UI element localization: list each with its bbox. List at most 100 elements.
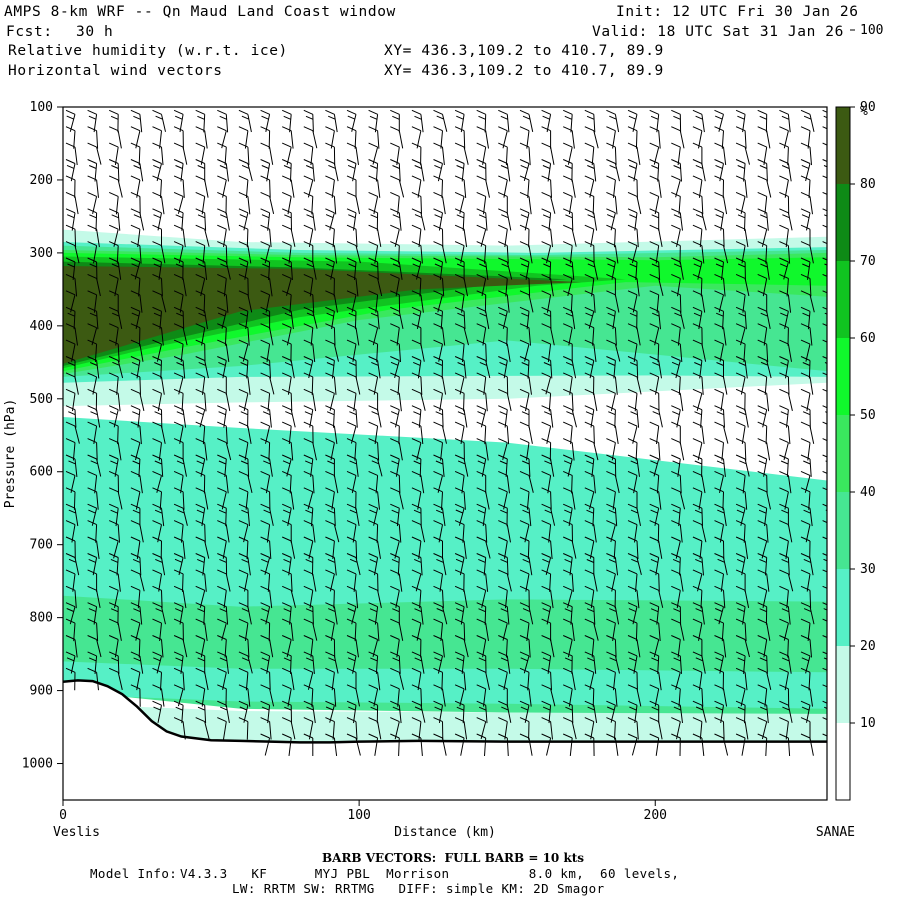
wind-barb — [433, 306, 443, 330]
wind-barb — [173, 290, 184, 313]
wind-barb — [195, 651, 206, 674]
wind-barb — [303, 109, 314, 133]
wind-barb — [87, 405, 101, 428]
wind-barb — [173, 569, 184, 592]
wind-barb — [519, 126, 530, 149]
wind-barb — [498, 520, 511, 543]
wind-barb — [498, 651, 511, 674]
wind-barb — [130, 323, 141, 346]
wind-barb — [87, 470, 98, 494]
wind-barb — [346, 224, 358, 248]
wind-barb — [757, 372, 768, 395]
wind-barb — [519, 585, 530, 609]
wind-barb — [822, 569, 827, 573]
wind-barb — [649, 126, 661, 149]
wind-barb — [476, 306, 490, 330]
wind-barb — [649, 273, 664, 297]
wind-barb — [562, 241, 573, 264]
wind-barb — [65, 273, 78, 297]
wind-barb — [217, 339, 230, 362]
wind-barb — [195, 208, 207, 231]
wind-barb — [260, 487, 271, 510]
wind-barb — [238, 290, 253, 313]
wind-barb — [411, 241, 423, 264]
wind-barb — [476, 700, 488, 724]
wind-barb — [87, 388, 98, 412]
wind-barb — [217, 372, 227, 395]
wind-barb — [65, 438, 76, 461]
wind-barb — [325, 733, 338, 756]
wind-barb — [627, 635, 641, 658]
wind-barb — [238, 191, 251, 215]
wind-barb — [217, 520, 230, 543]
wind-barb — [649, 175, 662, 198]
colorbar-segment — [836, 107, 850, 184]
wind-barb — [87, 175, 99, 198]
wind-barb — [519, 323, 531, 346]
wind-barb — [498, 536, 508, 559]
wind-barb — [562, 175, 576, 198]
wind-barb — [584, 684, 595, 707]
wind-barb — [649, 356, 662, 379]
wind-barb — [714, 356, 724, 379]
wind-barb — [260, 339, 271, 362]
wind-barb — [390, 618, 404, 641]
y-tick-label: 600 — [30, 465, 53, 480]
wind-barb — [606, 339, 621, 362]
wind-barb — [649, 536, 663, 559]
wind-barb — [692, 241, 705, 264]
wind-barb — [260, 733, 271, 756]
wind-barb — [281, 175, 295, 198]
wind-barb — [671, 700, 683, 724]
wind-barb — [87, 208, 98, 231]
wind-barb — [152, 536, 162, 560]
wind-barb — [173, 159, 184, 182]
wind-barb — [108, 109, 119, 133]
wind-barb — [65, 618, 76, 642]
wind-barb — [498, 717, 508, 740]
wind-barb — [411, 323, 422, 346]
wind-barb — [152, 372, 165, 395]
wind-barb — [368, 717, 382, 740]
wind-barb — [173, 142, 188, 165]
wind-barb — [411, 667, 422, 691]
wind-barb — [152, 241, 166, 264]
wind-barb — [411, 109, 424, 133]
wind-barb — [757, 569, 770, 592]
wind-barb — [649, 208, 660, 231]
wind-barb — [454, 536, 467, 559]
wind-barb — [173, 470, 184, 494]
wind-barb — [217, 191, 227, 215]
wind-barb — [476, 421, 487, 445]
wind-barb — [757, 487, 771, 510]
wind-barb — [779, 142, 789, 166]
wind-barb — [87, 421, 98, 444]
wind-barb — [238, 717, 249, 740]
wind-barb — [87, 224, 100, 248]
wind-barb — [433, 257, 443, 280]
wind-barb — [195, 536, 210, 559]
wind-barb — [260, 208, 271, 231]
wind-barb — [238, 421, 252, 444]
wind-barb — [649, 306, 661, 330]
wind-barb — [325, 520, 340, 543]
wind-barb — [800, 618, 811, 642]
wind-barb — [822, 257, 827, 266]
wind-barb — [65, 667, 76, 691]
colorbar-frame — [835, 106, 851, 801]
wind-barb — [411, 503, 422, 527]
wind-barb — [735, 175, 748, 198]
wind-barb — [238, 224, 249, 248]
wind-barb — [454, 635, 469, 658]
wind-barb — [346, 635, 359, 658]
wind-barb — [779, 224, 789, 248]
wind-barb — [433, 717, 444, 740]
wind-barb — [87, 339, 98, 363]
wind-barb — [195, 487, 209, 510]
wind-barb — [584, 191, 595, 215]
wind-barb — [779, 339, 792, 362]
wind-barb — [584, 569, 598, 592]
wind-barb — [779, 405, 789, 428]
wind-barb — [735, 388, 746, 412]
